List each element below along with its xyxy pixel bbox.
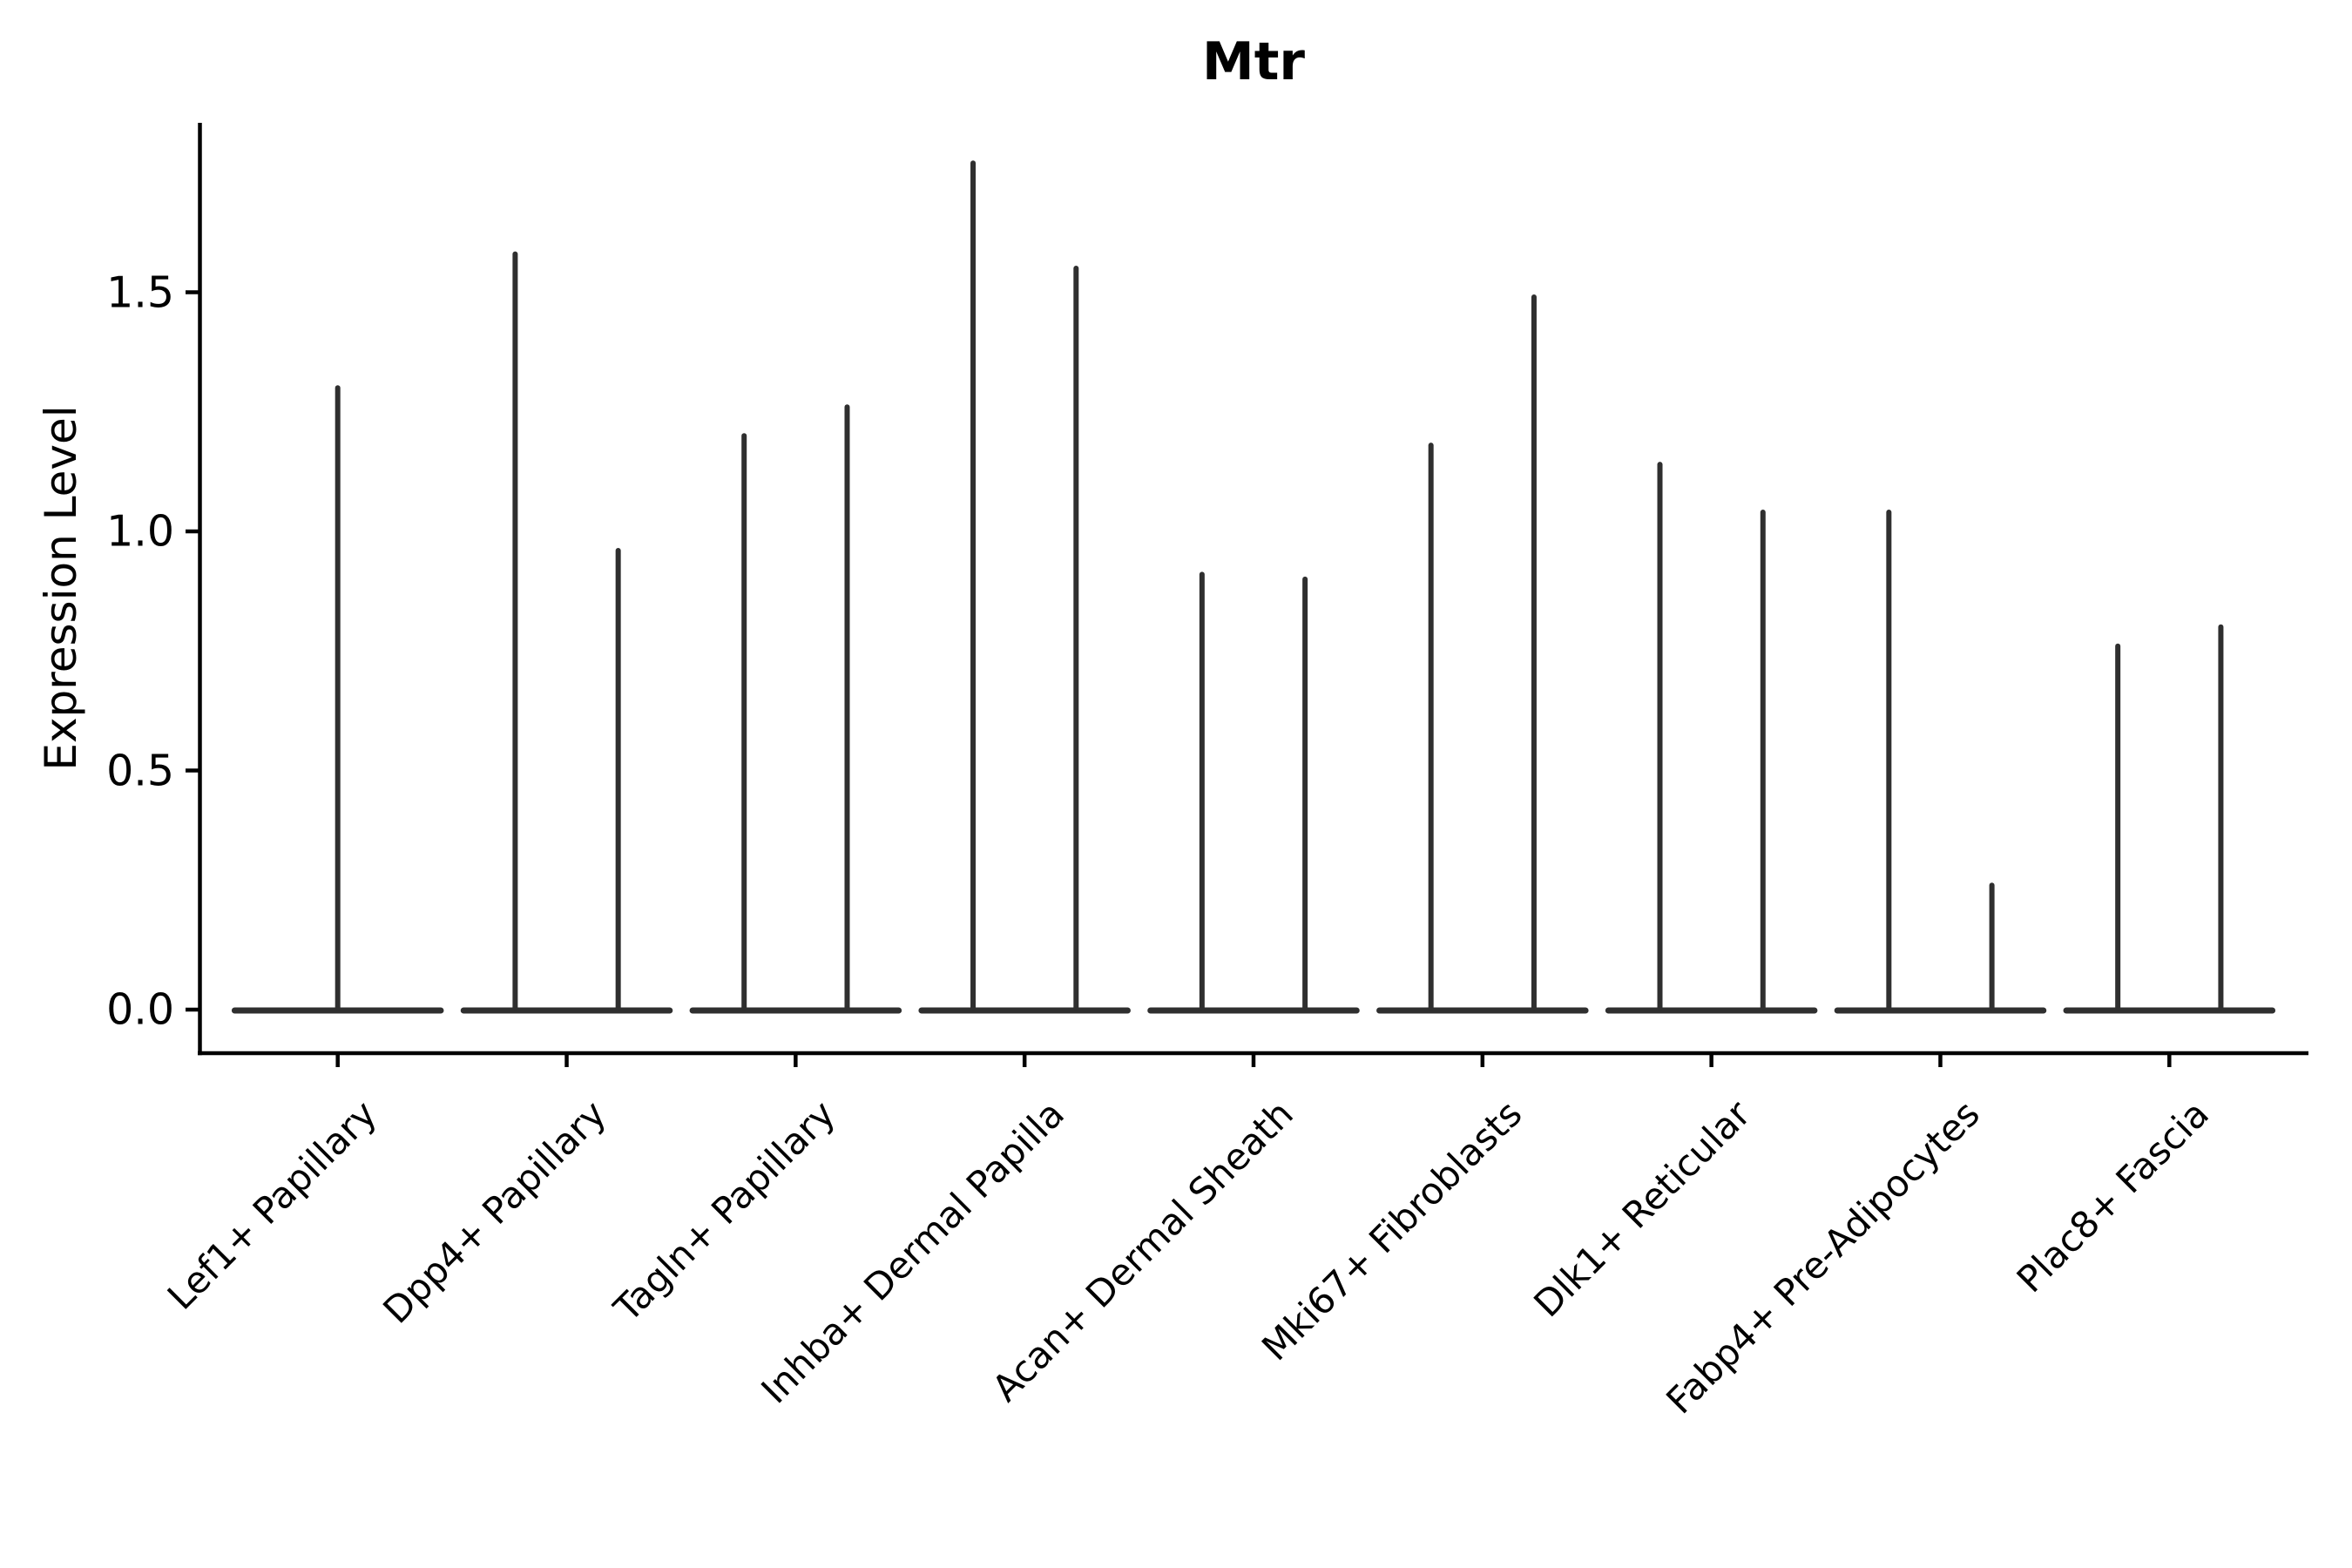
y-tick-label: 1.5 [106, 267, 174, 317]
y-tick-label: 1.0 [106, 506, 174, 557]
y-tick-label: 0.5 [106, 746, 174, 795]
chart-title: Mtr [1202, 31, 1305, 92]
y-tick-label: 0.0 [106, 984, 174, 1035]
y-axis-label: Expression Level [36, 405, 86, 771]
